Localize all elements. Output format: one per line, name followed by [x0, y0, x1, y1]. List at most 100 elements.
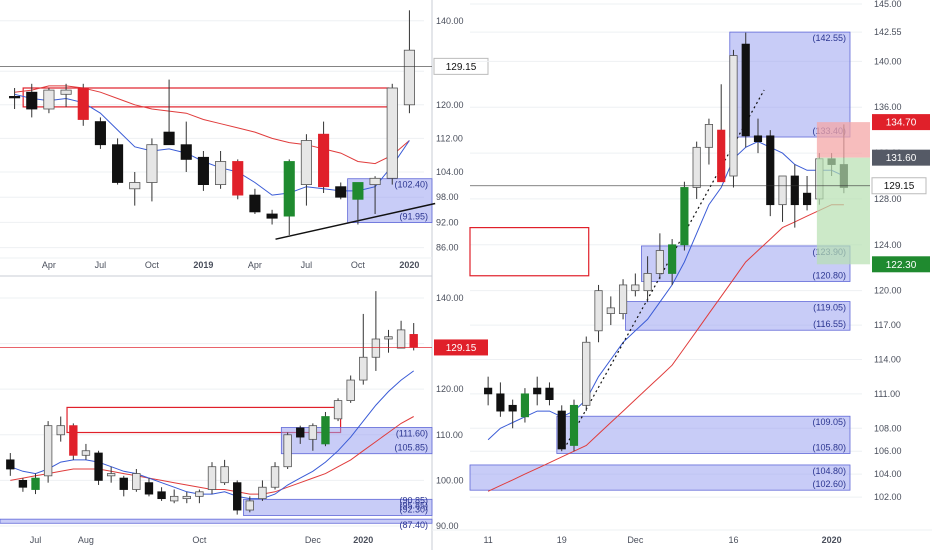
candle[interactable] [119, 475, 128, 497]
candle[interactable] [557, 405, 566, 452]
candle[interactable] [369, 176, 381, 214]
candle[interactable] [704, 118, 714, 165]
candle[interactable] [396, 320, 406, 349]
stop-loss-zone[interactable] [816, 122, 870, 158]
candle[interactable] [266, 209, 278, 225]
candle[interactable] [31, 473, 40, 495]
candle[interactable] [245, 496, 254, 513]
candle[interactable] [296, 425, 305, 444]
candle[interactable] [157, 487, 166, 501]
candle[interactable] [352, 182, 364, 225]
pane-bottom-left[interactable]: 140.00130.00120.00110.00100.0090.00JulAu… [0, 291, 488, 545]
candle[interactable] [790, 164, 799, 228]
candle[interactable] [386, 83, 398, 185]
demand-zone[interactable] [625, 301, 851, 331]
candle[interactable] [753, 118, 763, 154]
take-profit-zone[interactable] [816, 157, 870, 265]
candle[interactable] [163, 79, 175, 146]
candle[interactable] [520, 388, 530, 423]
candle[interactable] [384, 329, 393, 353]
candle[interactable] [717, 84, 726, 183]
demand-zone[interactable] [641, 245, 851, 282]
candle[interactable] [146, 138, 158, 202]
candle[interactable] [129, 172, 141, 206]
candle[interactable] [18, 478, 28, 492]
candle[interactable] [741, 32, 750, 148]
candle[interactable] [668, 239, 677, 285]
demand-zone[interactable] [729, 31, 851, 138]
candle[interactable] [333, 398, 343, 422]
candle[interactable] [308, 423, 318, 451]
candle[interactable] [643, 256, 652, 303]
candle[interactable] [802, 176, 812, 211]
candle[interactable] [692, 141, 701, 199]
candle[interactable] [508, 399, 517, 429]
candle[interactable] [6, 453, 15, 476]
candle[interactable] [318, 121, 330, 193]
trendline[interactable] [563, 89, 765, 450]
trendline[interactable] [275, 202, 436, 240]
candle[interactable] [94, 450, 103, 485]
pane-top-left[interactable]: 140.00128.00120.00112.00104.0098.0092.00… [0, 10, 489, 270]
candle[interactable] [403, 10, 415, 114]
candle[interactable] [594, 284, 603, 343]
candle[interactable] [778, 175, 787, 222]
pane-right[interactable]: 145.00142.55140.00136.00132.00128.00124.… [469, 0, 930, 545]
candle[interactable] [283, 159, 295, 235]
demand-zone[interactable] [0, 518, 433, 524]
candle[interactable] [180, 121, 192, 172]
candle[interactable] [60, 83, 72, 107]
resistance-box[interactable] [66, 406, 342, 434]
demand-zone[interactable] [556, 415, 851, 454]
candle[interactable] [270, 462, 280, 490]
candle[interactable] [220, 459, 229, 485]
candle[interactable] [182, 491, 191, 504]
candle[interactable] [569, 399, 579, 452]
candle[interactable] [197, 151, 209, 191]
candle[interactable] [300, 134, 312, 206]
candle[interactable] [43, 421, 53, 483]
candle[interactable] [233, 480, 242, 515]
candle[interactable] [77, 83, 89, 126]
candle[interactable] [43, 88, 55, 114]
candle[interactable] [169, 489, 179, 504]
candle[interactable] [582, 336, 591, 412]
candle[interactable] [81, 443, 91, 460]
demand-zone[interactable] [469, 464, 851, 491]
candle[interactable] [371, 291, 381, 371]
candle[interactable] [195, 489, 204, 504]
candle[interactable] [9, 88, 21, 109]
candle[interactable] [26, 83, 38, 118]
candle[interactable] [106, 466, 116, 483]
candle[interactable] [359, 313, 368, 385]
candle[interactable] [207, 462, 217, 495]
resistance-box[interactable] [469, 227, 590, 277]
candle[interactable] [409, 323, 418, 351]
candle[interactable] [283, 432, 292, 469]
candle[interactable] [533, 376, 542, 406]
candle[interactable] [346, 375, 355, 403]
candle[interactable] [144, 478, 154, 497]
candle[interactable] [545, 382, 554, 406]
candle[interactable] [655, 233, 664, 280]
candle[interactable] [232, 159, 244, 200]
candle[interactable] [215, 151, 227, 189]
demand-zone[interactable] [243, 498, 433, 516]
candle[interactable] [249, 188, 261, 214]
candle[interactable] [321, 411, 330, 447]
candle[interactable] [680, 181, 689, 251]
demand-zone[interactable] [280, 427, 433, 455]
candle[interactable] [56, 416, 65, 442]
candle[interactable] [766, 130, 775, 217]
candle[interactable] [729, 49, 738, 188]
candle[interactable] [335, 182, 347, 200]
candle[interactable] [484, 376, 493, 406]
candle[interactable] [69, 423, 78, 460]
candle[interactable] [112, 138, 124, 185]
candle[interactable] [606, 296, 615, 326]
candle[interactable] [132, 468, 141, 492]
candle[interactable] [94, 117, 106, 149]
candle[interactable] [618, 279, 628, 320]
candle[interactable] [496, 382, 505, 417]
candle[interactable] [258, 480, 267, 501]
